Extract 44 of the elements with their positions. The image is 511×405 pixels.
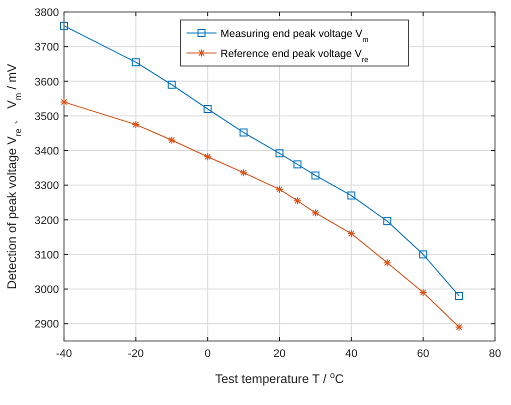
y-tick-label: 3600 <box>34 76 59 88</box>
point <box>240 128 248 137</box>
x-tick-label: 80 <box>488 348 502 360</box>
x-tick-label: 20 <box>273 348 286 360</box>
legend-label: Measuring end peak voltage V$_{m}$ <box>220 28 368 44</box>
point <box>347 192 356 200</box>
point <box>293 160 302 168</box>
legend-label: Reference end peak voltage V$_{re}$ <box>220 48 368 64</box>
point <box>240 168 248 177</box>
point <box>276 185 284 194</box>
y-tick-label: 3700 <box>34 42 59 54</box>
point <box>419 288 428 297</box>
point <box>347 230 356 238</box>
x-axis-title: Test temperature T / $^{o}$C <box>215 370 344 386</box>
point <box>132 120 140 129</box>
point <box>455 323 464 332</box>
y-tick-label: 3400 <box>34 146 59 158</box>
y-tick-label: 2900 <box>34 318 59 331</box>
y-tick-label: 3100 <box>34 249 59 262</box>
point <box>383 217 392 226</box>
point <box>204 104 212 113</box>
point <box>419 250 428 258</box>
y-tick-label: 3200 <box>34 214 59 227</box>
point <box>455 292 464 300</box>
point <box>311 171 320 180</box>
point <box>168 136 176 144</box>
x-tick-label: -40 <box>56 348 72 360</box>
point <box>168 80 176 89</box>
point <box>311 208 320 217</box>
y-tick-label: 3800 <box>34 7 59 19</box>
point <box>383 258 392 267</box>
point <box>60 98 68 106</box>
point <box>293 196 302 205</box>
point <box>204 152 212 161</box>
x-tick-label: 0 <box>204 348 211 360</box>
y-tick-label: 3000 <box>34 284 59 296</box>
x-tick-label: 40 <box>345 348 358 360</box>
y-tick-label: 3300 <box>34 180 59 192</box>
x-tick-label: -20 <box>128 348 144 360</box>
y-tick-label: 3500 <box>34 110 59 123</box>
point <box>276 149 284 158</box>
point <box>132 58 140 66</box>
point <box>60 22 68 30</box>
x-tick-label: 60 <box>417 348 430 360</box>
